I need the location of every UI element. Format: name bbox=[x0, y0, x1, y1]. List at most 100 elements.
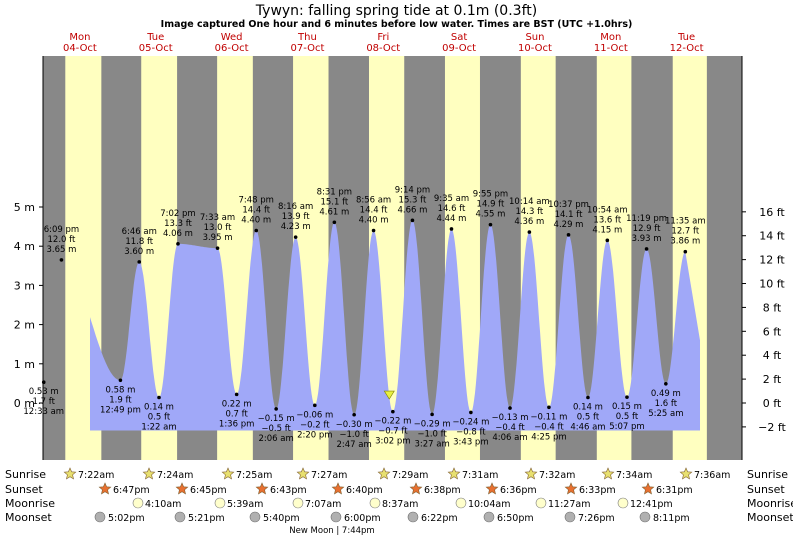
sunset-icon-5 bbox=[485, 482, 499, 495]
day-name-6: Sun bbox=[525, 32, 544, 43]
extreme-label-11-2: 2:20 pm bbox=[297, 430, 332, 440]
extreme-label-3-2: 3.60 m bbox=[124, 247, 154, 257]
day-name-2: Wed bbox=[221, 32, 243, 43]
plot-area bbox=[43, 56, 742, 460]
y-right-label-3: 4 ft bbox=[763, 349, 782, 362]
extreme-point-11 bbox=[313, 403, 317, 408]
moonrise-icon-1 bbox=[214, 497, 226, 509]
y-left-label-2: 2 m bbox=[14, 319, 35, 332]
extreme-label-21-0: −0.13 m bbox=[491, 413, 528, 423]
extreme-label-14-2: 4.40 m bbox=[359, 216, 389, 226]
moonset-icon-4 bbox=[407, 511, 419, 523]
extreme-label-22-1: 14.3 ft bbox=[515, 207, 543, 217]
sunset-time-5: 6:36pm bbox=[500, 485, 537, 496]
extreme-label-28-1: 12.9 ft bbox=[633, 224, 661, 234]
extreme-label-7-1: 0.7 ft bbox=[225, 409, 248, 419]
sunrise-time-4: 7:29am bbox=[392, 470, 428, 481]
extreme-label-21-2: 4:06 am bbox=[492, 433, 527, 443]
extreme-label-8-1: 14.4 ft bbox=[242, 206, 270, 216]
extreme-point-3 bbox=[137, 260, 142, 264]
extreme-label-15-0: −0.22 m bbox=[374, 417, 411, 427]
moonrise-time-3: 8:37am bbox=[382, 499, 418, 510]
astro-row-right-3: Moonset bbox=[747, 511, 793, 524]
extreme-label-20-0: 9:55 pm bbox=[473, 190, 508, 200]
extreme-label-4-2: 1:22 am bbox=[141, 423, 176, 433]
axes: 0 m 1 m 2 m 3 m 4 m 5 m −2 ft 0 ft 2 ft 4 ft 6 ft 8… bbox=[14, 56, 787, 460]
extreme-label-22-2: 4.36 m bbox=[514, 217, 544, 227]
extreme-point-24 bbox=[566, 233, 571, 237]
extreme-label-9-2: 2:06 am bbox=[259, 434, 294, 444]
extreme-label-6-0: 7:33 am bbox=[200, 213, 235, 223]
sunrise-icon-6 bbox=[524, 467, 538, 480]
extreme-label-8-0: 7:48 pm bbox=[239, 196, 274, 206]
extreme-label-29-2: 5:25 am bbox=[648, 409, 683, 419]
extreme-point-29 bbox=[664, 381, 668, 386]
y-left-label-5: 5 m bbox=[14, 201, 35, 214]
moonset-time-7: 8:11pm bbox=[653, 513, 690, 524]
extreme-label-4-0: 0.14 m bbox=[144, 403, 174, 413]
extreme-point-14 bbox=[371, 228, 376, 233]
extreme-label-24-1: 14.1 ft bbox=[555, 210, 583, 220]
extreme-point-26 bbox=[605, 238, 610, 243]
extreme-label-18-2: 4.44 m bbox=[437, 214, 467, 224]
extreme-label-12-0: 8:31 pm bbox=[317, 187, 352, 197]
extreme-label-13-2: 2:47 am bbox=[337, 440, 372, 450]
sunrise-time-7: 7:34am bbox=[616, 470, 652, 481]
extreme-point-23 bbox=[547, 405, 551, 410]
extreme-label-23-2: 4:25 pm bbox=[531, 432, 566, 442]
extreme-label-0-0: 0.53 m bbox=[29, 387, 59, 397]
extreme-point-0 bbox=[41, 380, 46, 385]
sunrise-icon-3 bbox=[296, 467, 310, 480]
day-date-1: 05-Oct bbox=[139, 43, 173, 54]
sunset-icon-0 bbox=[98, 482, 112, 495]
extreme-label-30-2: 3.86 m bbox=[670, 237, 700, 247]
extreme-point-13 bbox=[352, 412, 356, 417]
extreme-label-27-1: 0.5 ft bbox=[616, 412, 639, 422]
day-headers: Mon04-OctTue05-OctWed06-OctThu07-OctFri0… bbox=[63, 32, 704, 54]
sunrise-icon-8 bbox=[679, 467, 693, 480]
day-date-7: 11-Oct bbox=[594, 43, 628, 54]
extreme-label-29-0: 0.49 m bbox=[651, 389, 681, 399]
astro-row-left-2: Moonrise bbox=[5, 497, 55, 510]
day-date-4: 08-Oct bbox=[366, 43, 400, 54]
extreme-point-16 bbox=[410, 218, 415, 223]
extreme-label-5-0: 7:02 pm bbox=[160, 209, 195, 219]
extreme-point-28 bbox=[644, 247, 649, 251]
astro-row-left-0: Sunrise bbox=[5, 468, 46, 481]
extreme-point-22 bbox=[527, 230, 532, 234]
y-right-label-7: 12 ft bbox=[759, 254, 785, 267]
sunrise-time-3: 7:27am bbox=[311, 470, 347, 481]
extreme-label-28-0: 11:19 pm bbox=[626, 214, 667, 224]
extreme-label-19-1: −0.8 ft bbox=[456, 427, 486, 437]
extreme-label-1-0: 6:09 pm bbox=[44, 225, 79, 235]
day-name-3: Thu bbox=[297, 32, 317, 43]
extreme-label-4-1: 0.5 ft bbox=[148, 413, 171, 423]
extreme-point-7 bbox=[234, 392, 239, 397]
sunset-icon-3 bbox=[331, 482, 345, 495]
moonset-icon-5 bbox=[483, 511, 495, 523]
extreme-label-25-1: 0.5 ft bbox=[577, 413, 600, 423]
extreme-label-30-0: 11:35 am bbox=[665, 217, 706, 227]
extreme-label-10-1: 13.9 ft bbox=[282, 212, 310, 222]
y-right-label-9: 16 ft bbox=[759, 206, 785, 219]
extreme-label-13-1: −1.0 ft bbox=[339, 430, 369, 440]
extreme-point-8 bbox=[254, 228, 259, 233]
extreme-label-8-2: 4.40 m bbox=[241, 216, 271, 226]
extreme-point-5 bbox=[176, 242, 180, 246]
extreme-label-30-1: 12.7 ft bbox=[671, 227, 699, 237]
y-right-label-0: −2 ft bbox=[758, 421, 786, 434]
extreme-point-6 bbox=[215, 246, 220, 250]
extreme-label-28-2: 3.93 m bbox=[632, 234, 662, 244]
extreme-label-24-0: 10:37 pm bbox=[548, 200, 589, 210]
sunset-icon-2 bbox=[255, 482, 269, 495]
y-right-label-6: 10 ft bbox=[759, 278, 785, 291]
extreme-label-6-1: 13.0 ft bbox=[204, 223, 232, 233]
extreme-label-15-2: 3:02 pm bbox=[375, 437, 410, 447]
extreme-label-16-1: 15.3 ft bbox=[399, 195, 427, 205]
moonset-icon-6 bbox=[564, 511, 576, 523]
sunset-time-6: 6:33pm bbox=[579, 485, 616, 496]
sunset-time-2: 6:43pm bbox=[270, 485, 307, 496]
extreme-label-14-1: 14.4 ft bbox=[360, 206, 388, 216]
moonset-time-5: 6:50pm bbox=[497, 513, 534, 524]
